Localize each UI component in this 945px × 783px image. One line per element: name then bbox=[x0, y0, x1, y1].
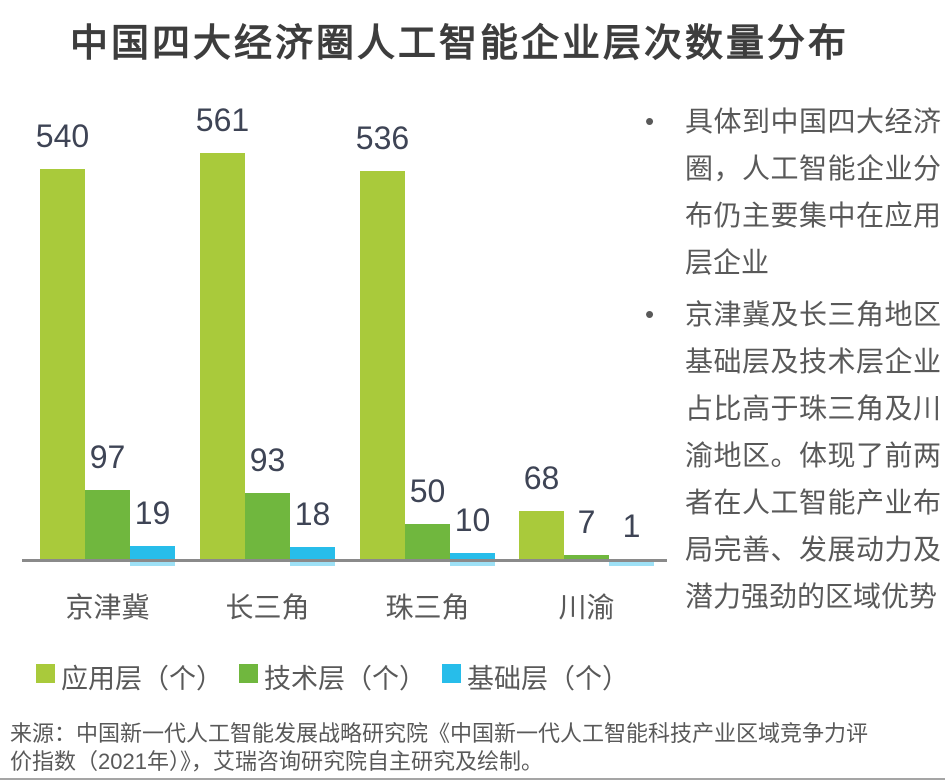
bar-value-app-layer-3: 68 bbox=[523, 459, 560, 496]
bar-base-layer-2 bbox=[450, 552, 495, 560]
category-label-2: 珠三角 bbox=[385, 592, 470, 623]
legend-item-tech-layer: 技术层（个） bbox=[239, 657, 426, 696]
bar-chart: 540 97 19 561 93 18 536 50 10 68 7 1 京津冀 长三角 珠三角 川渝 应用… bbox=[22, 102, 667, 696]
bar-value-app-layer-0: 540 bbox=[35, 117, 90, 154]
legend-label-base-layer: 基础层（个） bbox=[467, 664, 629, 694]
source-note: 来源：中国新一代人工智能发展战略研究院《中国新一代人工智能科技产业区域竞争力评价… bbox=[10, 721, 869, 774]
bar-value-app-layer-1: 561 bbox=[195, 102, 250, 139]
bar-value-base-layer-2: 10 bbox=[454, 501, 491, 538]
insight-bullet-list: 具体到中国四大经济圈，人工智能企业分布仍主要集中在应用层企业京津冀及长三角地区基… bbox=[643, 98, 941, 625]
bar-value-tech-layer-3: 7 bbox=[577, 503, 596, 540]
legend-label-app-layer: 应用层（个） bbox=[61, 664, 223, 694]
legend-swatch-app-layer bbox=[36, 664, 55, 683]
bar-app-layer-2 bbox=[360, 171, 405, 560]
category-label-0: 京津冀 bbox=[65, 592, 150, 623]
bottom-divider bbox=[0, 778, 945, 780]
legend-item-base-layer: 基础层（个） bbox=[442, 657, 629, 696]
chart-legend: 应用层（个） 技术层（个） 基础层（个） bbox=[36, 657, 629, 696]
bar-tech-layer-1 bbox=[245, 492, 290, 560]
insight-bullet-1: 京津冀及长三角地区基础层及技术层企业占比高于珠三角及川渝地区。体现了前两者在人工… bbox=[643, 291, 941, 620]
base-layer-glow-0 bbox=[130, 562, 175, 566]
bar-value-tech-layer-2: 50 bbox=[409, 472, 446, 509]
plot-area: 540 97 19 561 93 18 536 50 10 68 7 1 bbox=[35, 102, 654, 560]
category-label-1: 长三角 bbox=[225, 592, 310, 623]
legend-label-tech-layer: 技术层（个） bbox=[264, 664, 426, 694]
bar-app-layer-0 bbox=[40, 168, 85, 560]
x-axis-line bbox=[22, 559, 667, 562]
bar-value-base-layer-0: 19 bbox=[134, 495, 171, 532]
bar-value-base-layer-3: 1 bbox=[622, 507, 641, 544]
base-layer-glow-3 bbox=[609, 562, 654, 566]
bar-base-layer-0 bbox=[130, 546, 175, 560]
insight-bullet-0: 具体到中国四大经济圈，人工智能企业分布仍主要集中在应用层企业 bbox=[643, 98, 941, 286]
chart-title: 中国四大经济圈人工智能企业层次数量分布 bbox=[70, 23, 850, 65]
legend-item-app-layer: 应用层（个） bbox=[36, 657, 223, 696]
bar-value-app-layer-2: 536 bbox=[355, 120, 410, 157]
bar-base-layer-1 bbox=[290, 546, 335, 560]
bar-tech-layer-0 bbox=[85, 489, 130, 560]
base-layer-glow-1 bbox=[290, 562, 335, 566]
bar-app-layer-1 bbox=[200, 153, 245, 560]
legend-swatch-tech-layer bbox=[239, 664, 258, 683]
bar-value-tech-layer-0: 97 bbox=[89, 438, 126, 475]
bar-value-tech-layer-1: 93 bbox=[249, 441, 286, 478]
bar-app-layer-3 bbox=[519, 510, 564, 560]
legend-swatch-base-layer bbox=[442, 664, 461, 683]
base-layer-glow-2 bbox=[450, 562, 495, 566]
bar-tech-layer-2 bbox=[405, 523, 450, 560]
bar-tech-layer-3 bbox=[564, 554, 609, 560]
category-label-3: 川渝 bbox=[558, 592, 615, 623]
bar-value-base-layer-1: 18 bbox=[294, 495, 331, 532]
